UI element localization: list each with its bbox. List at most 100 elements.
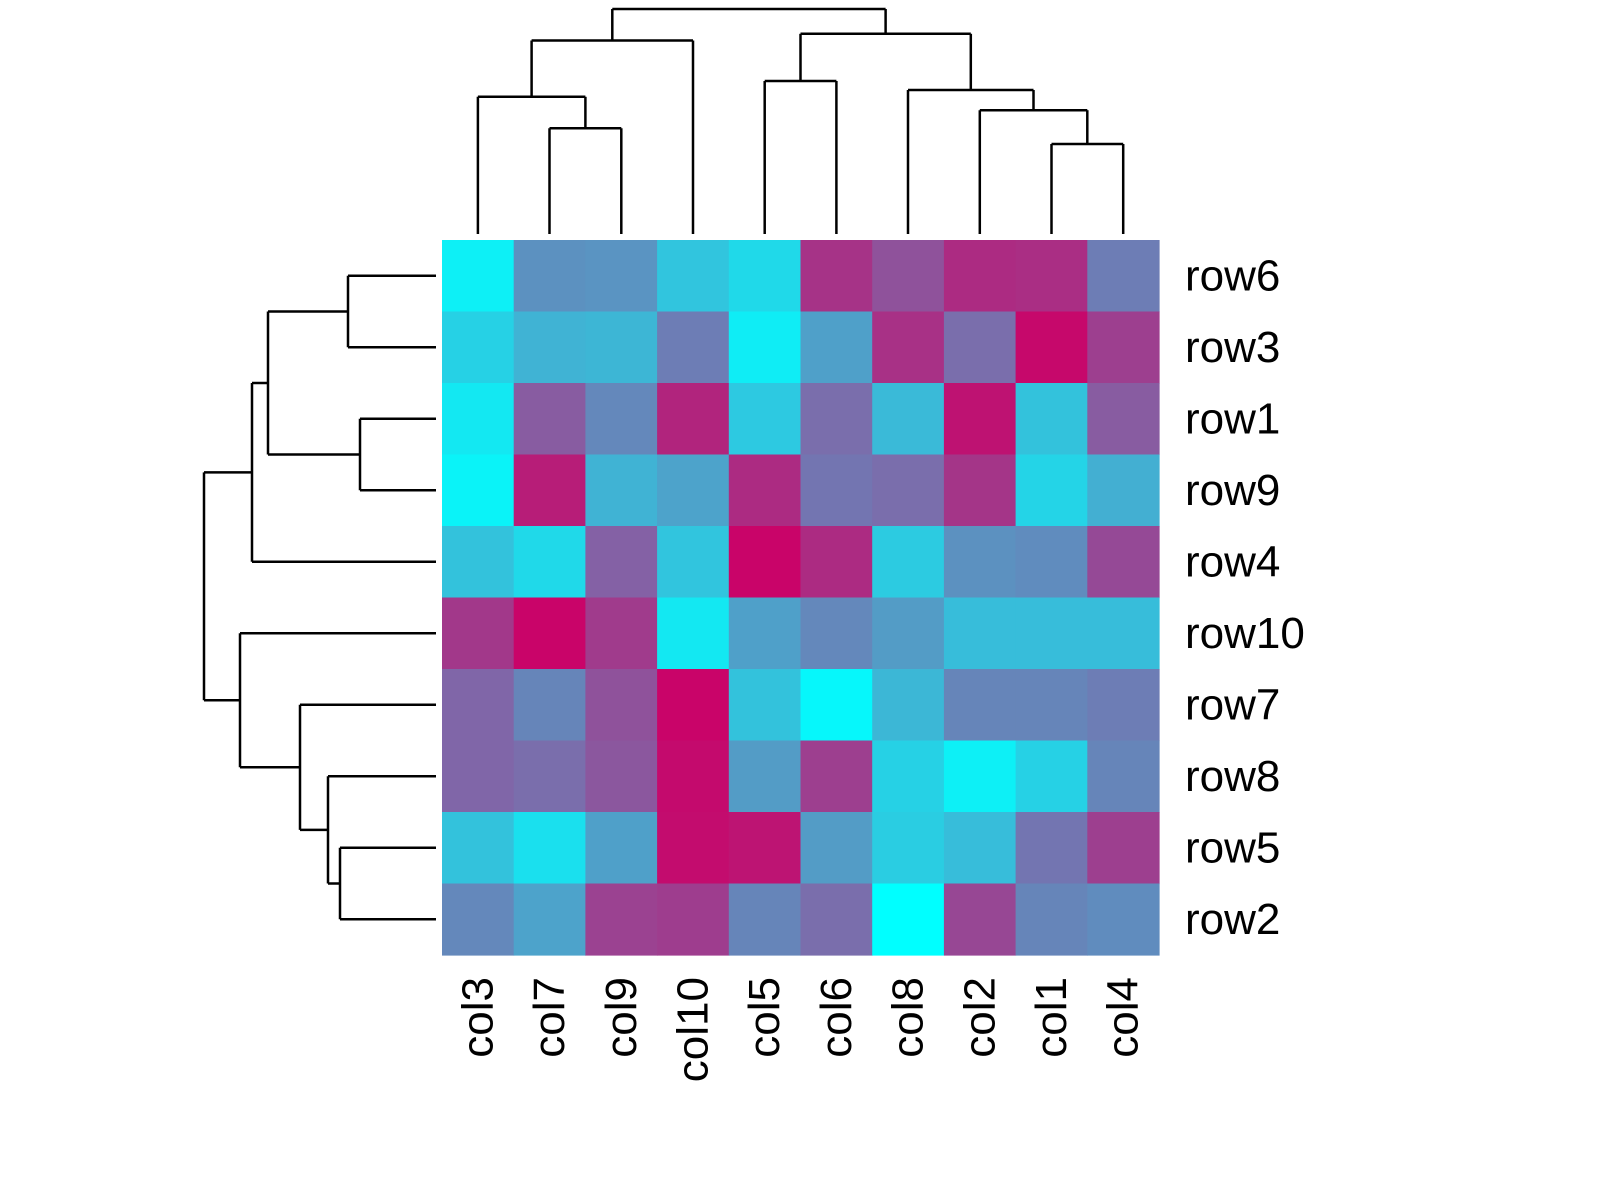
column-label: col1 [1027, 977, 1076, 1058]
heatmap-cell-row5-col6 [800, 812, 873, 885]
heatmap-cell-row10-col10 [657, 597, 730, 670]
row-labels: row6 row3 row1 row9 row4 row10 row7 row8 row5 row… [1185, 251, 1305, 944]
heatmap-cell-row10-col4 [1087, 597, 1160, 670]
row-label: row6 [1185, 251, 1280, 300]
row-label: row1 [1185, 394, 1280, 443]
heatmap-cell-row8-col6 [800, 740, 873, 813]
heatmap-cell-row6-col5 [728, 240, 802, 313]
heatmap-cell-row4-col2 [943, 526, 1017, 599]
heatmap-cell-row2-col3 [442, 883, 515, 956]
heatmap-cell-row7-col10 [657, 669, 730, 742]
heatmap-cell-row8-col8 [872, 740, 945, 813]
heatmap-cell-row1-col1 [1015, 383, 1088, 456]
row-label: row5 [1185, 823, 1280, 872]
heatmap-cell-row10-col9 [585, 597, 658, 670]
heatmap-cell-row8-col2 [943, 740, 1017, 813]
column-label: col3 [453, 977, 502, 1058]
heatmap-cell-row4-col8 [872, 526, 945, 599]
column-label: col9 [597, 977, 646, 1058]
heatmap-cell-row6-col8 [872, 240, 945, 313]
heatmap-cell-row8-col5 [728, 740, 802, 813]
heatmap-cell-row2-col6 [800, 883, 873, 956]
heatmap-cell-row9-col9 [585, 454, 658, 527]
heatmap-cell-row9-col3 [442, 454, 515, 527]
heatmap-cell-row6-col3 [442, 240, 515, 313]
heatmap-cell-row2-col1 [1015, 883, 1088, 956]
heatmap-cell-row4-col1 [1015, 526, 1088, 599]
heatmap-cell-row5-col1 [1015, 812, 1088, 885]
heatmap-cell-row5-col2 [943, 812, 1017, 885]
heatmap-cell-row4-col7 [513, 526, 586, 599]
heatmap-cell-row4-col5 [728, 526, 802, 599]
column-labels: col3 col7 col9 col10 col5 col6 col8 col2 col1 col… [453, 977, 1147, 1082]
column-label: col8 [884, 977, 933, 1058]
heatmap-cell-row6-col9 [585, 240, 658, 313]
heatmap-cell-row3-col1 [1015, 311, 1088, 384]
row-label: row3 [1185, 323, 1280, 372]
heatmap-cell-row5-col3 [442, 812, 515, 885]
heatmap-cell-row8-col10 [657, 740, 730, 813]
heatmap-cell-row7-col1 [1015, 669, 1088, 742]
heatmap-cell-row10-col1 [1015, 597, 1088, 670]
heatmap-cell-row5-col7 [513, 812, 586, 885]
heatmap-cell-row6-col4 [1087, 240, 1160, 313]
heatmap-cell-row10-col3 [442, 597, 515, 670]
heatmap-cell-row7-col5 [728, 669, 802, 742]
heatmap-cell-row6-col6 [800, 240, 873, 313]
row-label: row4 [1185, 537, 1280, 586]
heatmap-cell-row6-col1 [1015, 240, 1088, 313]
heatmap-cell-row10-col6 [800, 597, 873, 670]
heatmap-cell-row2-col10 [657, 883, 730, 956]
row-dendrogram [202, 274, 436, 921]
heatmap-cell-row9-col8 [872, 454, 945, 527]
column-label: col10 [668, 977, 717, 1082]
heatmap-cell-row8-col1 [1015, 740, 1088, 813]
heatmap-cell-row9-col7 [513, 454, 586, 527]
column-dendrogram [476, 7, 1125, 234]
heatmap-cell-row3-col7 [513, 311, 586, 384]
heatmap-cell-row1-col5 [728, 383, 802, 456]
column-label: col5 [740, 977, 789, 1058]
row-label: row10 [1185, 609, 1305, 658]
heatmap-cell-row1-col4 [1087, 383, 1160, 456]
heatmap-cell-row6-col2 [943, 240, 1017, 313]
heatmap-cell-row3-col9 [585, 311, 658, 384]
heatmap-cell-row10-col2 [943, 597, 1017, 670]
column-label: col2 [955, 977, 1004, 1058]
heatmap-cell-row2-col7 [513, 883, 586, 956]
heatmap-cell-row10-col8 [872, 597, 945, 670]
heatmap-cell-row2-col9 [585, 883, 658, 956]
heatmap-cell-row5-col5 [728, 812, 802, 885]
heatmap-cell-row1-col2 [943, 383, 1017, 456]
heatmap-cell-row1-col6 [800, 383, 873, 456]
row-label: row7 [1185, 680, 1280, 729]
heatmap-cell-row9-col5 [728, 454, 802, 527]
heatmap-cell-row10-col7 [513, 597, 586, 670]
heatmap-cell-row1-col8 [872, 383, 945, 456]
heatmap-cells [442, 240, 1160, 956]
heatmap-cell-row7-col8 [872, 669, 945, 742]
heatmap-cell-row1-col7 [513, 383, 586, 456]
heatmap-cell-row7-col3 [442, 669, 515, 742]
row-label: row9 [1185, 466, 1280, 515]
heatmap-cell-row1-col9 [585, 383, 658, 456]
heatmap-cell-row9-col6 [800, 454, 873, 527]
heatmap-cell-row4-col6 [800, 526, 873, 599]
heatmap-cell-row4-col10 [657, 526, 730, 599]
heatmap-cell-row1-col10 [657, 383, 730, 456]
heatmap-cell-row3-col8 [872, 311, 945, 384]
row-label: row2 [1185, 895, 1280, 944]
heatmap-cell-row9-col2 [943, 454, 1017, 527]
heatmap-cell-row8-col7 [513, 740, 586, 813]
heatmap-cell-row6-col7 [513, 240, 586, 313]
heatmap-cell-row9-col10 [657, 454, 730, 527]
heatmap-cell-row2-col2 [943, 883, 1017, 956]
column-label: col7 [525, 977, 574, 1058]
heatmap-cell-row8-col4 [1087, 740, 1160, 813]
heatmap-cell-row3-col4 [1087, 311, 1160, 384]
heatmap-cell-row3-col3 [442, 311, 515, 384]
row-label: row8 [1185, 752, 1280, 801]
heatmap-cell-row7-col9 [585, 669, 658, 742]
heatmap-cell-row8-col9 [585, 740, 658, 813]
heatmap-cell-row5-col4 [1087, 812, 1160, 885]
